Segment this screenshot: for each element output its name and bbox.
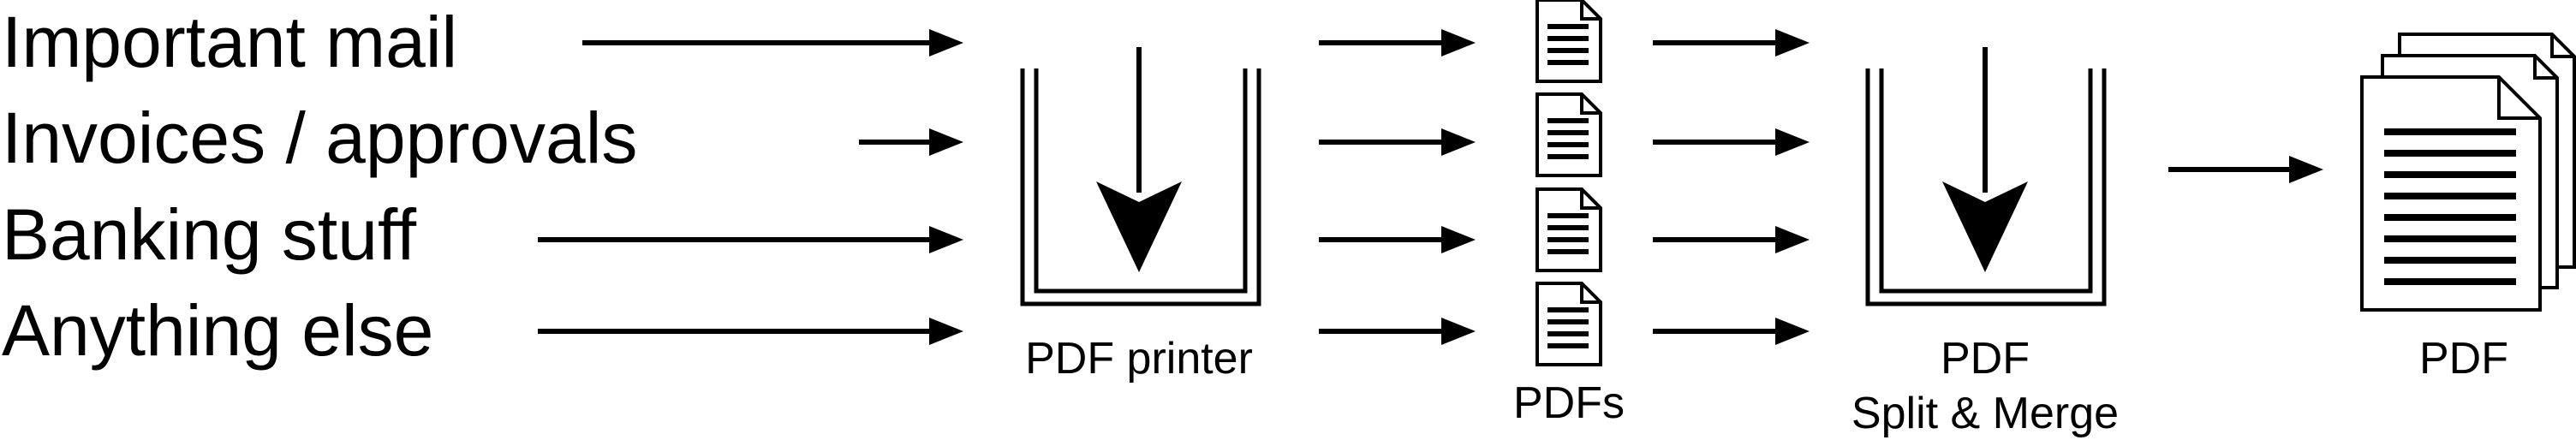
arrow-pdf-to-merger-1 [1653, 29, 1810, 56]
arrow-pdf-to-merger-4 [1653, 318, 1810, 345]
pdf-stack-icon [2360, 33, 2576, 312]
pdf-split-merge-label-line2: Split & Merge [1852, 389, 2119, 438]
arrow-source-to-printer-3 [538, 226, 963, 253]
pdf-document-icon [1535, 187, 1602, 272]
arrow-printer-to-pdf-2 [1319, 128, 1476, 156]
pdf-printer-label: PDF printer [1025, 334, 1253, 384]
pdfs-label: PDFs [1513, 378, 1625, 428]
pdf-document-icon [1535, 92, 1602, 177]
source-label-invoices-approvals: Invoices / approvals [2, 98, 637, 178]
arrow-printer-to-pdf-3 [1319, 226, 1476, 253]
source-label-anything-else: Anything else [2, 290, 433, 371]
pdf-document-icon [1535, 282, 1602, 366]
arrow-source-to-printer-2 [859, 128, 963, 156]
pdf-document-icon [1535, 0, 1602, 83]
arrow-source-to-printer-1 [582, 29, 963, 56]
source-label-important-mail: Important mail [2, 2, 457, 82]
pdf-printer-icon [1020, 47, 1261, 306]
arrow-merger-to-output [2168, 156, 2323, 183]
output-pdf-label: PDF [2419, 334, 2508, 384]
pdf-split-merge-label-line1: PDF [1941, 334, 2030, 384]
source-label-banking-stuff: Banking stuff [2, 194, 417, 275]
arrow-source-to-printer-4 [538, 318, 963, 345]
arrow-pdf-to-merger-2 [1653, 128, 1810, 156]
arrow-pdf-to-merger-3 [1653, 226, 1810, 253]
arrow-printer-to-pdf-1 [1319, 29, 1476, 56]
pdf-split-merge-icon [1865, 47, 2107, 306]
arrow-printer-to-pdf-4 [1319, 318, 1476, 345]
